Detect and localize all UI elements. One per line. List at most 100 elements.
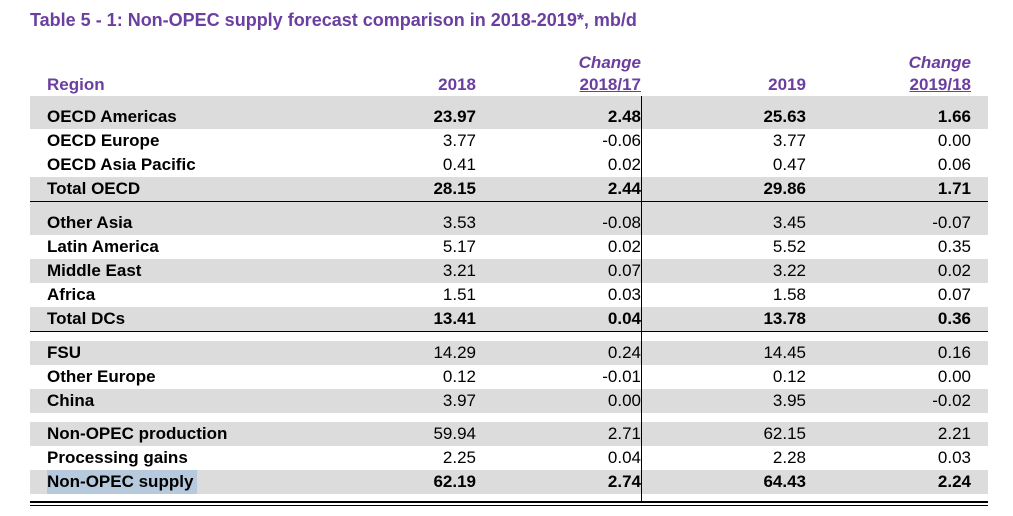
value-change-2018-17: 0.24 xyxy=(607,343,641,362)
table-row: OECD Americas 23.97 2.48 25.63 1.66 xyxy=(30,105,988,129)
table-title: Table 5 - 1: Non-OPEC supply forecast co… xyxy=(30,10,637,30)
header-change-2019-18: Change 2019/18 xyxy=(871,52,971,96)
row-label: Middle East xyxy=(47,261,142,280)
value-2018: 62.19 xyxy=(433,472,476,491)
header-change-2018-17: Change 2018/17 xyxy=(541,52,641,96)
value-change-2019-18: 2.24 xyxy=(937,472,971,491)
value-2019: 0.12 xyxy=(772,367,806,386)
table-row: Other Asia 3.53 -0.08 3.45 -0.07 xyxy=(30,211,988,235)
value-change-2019-18: 0.16 xyxy=(937,343,971,362)
value-change-2018-17: 0.04 xyxy=(607,309,641,328)
value-change-2019-18: 0.02 xyxy=(937,261,971,280)
value-change-2018-17: 0.02 xyxy=(607,237,641,256)
value-2019: 29.86 xyxy=(763,179,806,198)
header-change-label: Change xyxy=(908,53,971,72)
row-label: Latin America xyxy=(47,237,159,256)
value-change-2019-18: 0.00 xyxy=(937,131,971,150)
value-2018: 3.21 xyxy=(442,261,476,280)
value-2018: 5.17 xyxy=(442,237,476,256)
row-label: Total DCs xyxy=(47,309,126,328)
value-2018: 59.94 xyxy=(433,424,476,443)
table-row: China 3.97 0.00 3.95 -0.02 xyxy=(30,389,988,413)
section-divider xyxy=(30,331,988,332)
value-change-2018-17: 0.02 xyxy=(607,155,641,174)
value-change-2019-18: 0.00 xyxy=(937,367,971,386)
value-change-2018-17: -0.06 xyxy=(602,131,641,150)
header-change-label: Change xyxy=(578,53,641,72)
value-change-2019-18: 0.07 xyxy=(937,285,971,304)
value-2019: 2.28 xyxy=(772,448,806,467)
value-change-2019-18: 2.21 xyxy=(937,424,971,443)
header-change-period: 2019/18 xyxy=(909,75,971,94)
value-change-2019-18: -0.02 xyxy=(932,391,971,410)
table-bottom-border-2 xyxy=(30,505,988,506)
value-2019: 64.43 xyxy=(763,472,806,491)
value-2018: 3.97 xyxy=(442,391,476,410)
row-label: Non-OPEC production xyxy=(47,424,228,443)
table-row: Middle East 3.21 0.07 3.22 0.02 xyxy=(30,259,988,283)
value-2018: 23.97 xyxy=(433,107,476,126)
value-change-2019-18: 1.71 xyxy=(937,179,971,198)
value-change-2018-17: 2.71 xyxy=(607,424,641,443)
section-divider xyxy=(30,201,988,202)
table-row-total: Total OECD 28.15 2.44 29.86 1.71 xyxy=(30,177,988,201)
value-change-2018-17: 0.03 xyxy=(607,285,641,304)
value-2018: 14.29 xyxy=(433,343,476,362)
row-label: Other Asia xyxy=(47,213,133,232)
table-row: Africa 1.51 0.03 1.58 0.07 xyxy=(30,283,988,307)
value-2018: 3.77 xyxy=(442,131,476,150)
value-2019: 25.63 xyxy=(763,107,806,126)
value-change-2019-18: -0.07 xyxy=(932,213,971,232)
header-2019: 2019 xyxy=(768,75,806,94)
spacer xyxy=(30,96,988,105)
table-bottom-border xyxy=(30,501,988,503)
value-2018: 13.41 xyxy=(433,309,476,328)
value-change-2018-17: -0.01 xyxy=(602,367,641,386)
table-row-total: Total DCs 13.41 0.04 13.78 0.36 xyxy=(30,307,988,331)
table-row: OECD Europe 3.77 -0.06 3.77 0.00 xyxy=(30,129,988,153)
value-change-2018-17: 0.00 xyxy=(607,391,641,410)
value-2018: 2.25 xyxy=(442,448,476,467)
header-change-period: 2018/17 xyxy=(579,75,641,94)
value-change-2018-17: 0.07 xyxy=(607,261,641,280)
table-row-total: Non-OPEC supply 62.19 2.74 64.43 2.24 xyxy=(30,470,988,494)
value-2019: 3.45 xyxy=(772,213,806,232)
value-2018: 3.53 xyxy=(442,213,476,232)
row-label: Total OECD xyxy=(47,179,141,198)
value-2019: 5.52 xyxy=(772,237,806,256)
value-change-2018-17: 2.44 xyxy=(607,179,641,198)
table-row: Processing gains 2.25 0.04 2.28 0.03 xyxy=(30,446,988,470)
value-2019: 3.22 xyxy=(772,261,806,280)
value-2019: 0.47 xyxy=(772,155,806,174)
value-2019: 13.78 xyxy=(763,309,806,328)
value-2018: 28.15 xyxy=(433,179,476,198)
spacer xyxy=(30,413,988,422)
table-row: OECD Asia Pacific 0.41 0.02 0.47 0.06 xyxy=(30,153,988,177)
table-row: Latin America 5.17 0.02 5.52 0.35 xyxy=(30,235,988,259)
header-2018: 2018 xyxy=(438,75,476,94)
value-change-2018-17: 2.74 xyxy=(607,472,641,491)
spacer xyxy=(30,332,988,341)
value-change-2019-18: 0.06 xyxy=(937,155,971,174)
value-2018: 1.51 xyxy=(442,285,476,304)
spacer xyxy=(30,202,988,211)
value-2019: 3.95 xyxy=(772,391,806,410)
row-label: China xyxy=(47,391,95,410)
value-2019: 14.45 xyxy=(763,343,806,362)
column-divider xyxy=(641,96,642,501)
value-2019: 62.15 xyxy=(763,424,806,443)
value-change-2018-17: -0.08 xyxy=(602,213,641,232)
value-change-2019-18: 1.66 xyxy=(937,107,971,126)
value-2019: 1.58 xyxy=(772,285,806,304)
row-label: Africa xyxy=(47,285,96,304)
row-label: OECD Asia Pacific xyxy=(47,155,196,174)
value-change-2019-18: 0.35 xyxy=(937,237,971,256)
table-row: Other Europe 0.12 -0.01 0.12 0.00 xyxy=(30,365,988,389)
table-row: FSU 14.29 0.24 14.45 0.16 xyxy=(30,341,988,365)
value-2019: 3.77 xyxy=(772,131,806,150)
row-label-selected: Non-OPEC supply xyxy=(47,470,198,494)
value-2018: 0.41 xyxy=(442,155,476,174)
row-label: FSU xyxy=(47,343,81,362)
supply-table: OECD Americas 23.97 2.48 25.63 1.66 OECD… xyxy=(30,96,988,494)
row-label: OECD Americas xyxy=(47,107,177,126)
